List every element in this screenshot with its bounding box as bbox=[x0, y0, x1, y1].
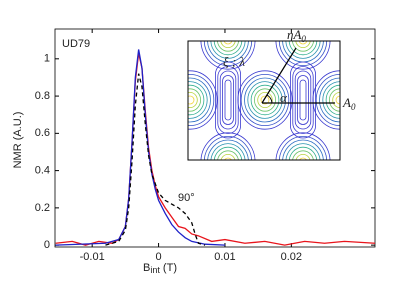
contour bbox=[217, 66, 239, 134]
sample-label: UD79 bbox=[62, 38, 90, 50]
contour bbox=[214, 61, 241, 139]
x-label-base: B bbox=[143, 262, 150, 274]
contour bbox=[299, 79, 307, 121]
contour bbox=[285, 41, 321, 59]
contour bbox=[247, 81, 283, 119]
contour bbox=[275, 132, 331, 160]
contour bbox=[292, 41, 314, 52]
y-tick-label: 0 bbox=[44, 239, 50, 251]
x-axis-label: Bint (T) bbox=[143, 262, 177, 275]
contour bbox=[288, 146, 318, 160]
contour bbox=[250, 84, 280, 116]
contours bbox=[188, 41, 340, 160]
contour bbox=[292, 66, 314, 134]
contour bbox=[188, 74, 215, 126]
contour bbox=[285, 143, 321, 160]
contour bbox=[210, 143, 246, 160]
contour bbox=[220, 154, 236, 160]
contour bbox=[244, 77, 286, 123]
contour bbox=[299, 157, 307, 160]
contour bbox=[288, 41, 318, 56]
contour bbox=[219, 70, 237, 130]
contour bbox=[282, 139, 324, 160]
contour bbox=[188, 77, 211, 123]
contour bbox=[319, 77, 340, 123]
contour bbox=[188, 95, 195, 105]
x-tick-label: 0.02 bbox=[281, 251, 302, 263]
contour bbox=[224, 157, 232, 160]
contour bbox=[292, 150, 314, 160]
plot-area: 0 0.2 0.4 0.6 0.8 1 -0.01 0 0.01 0.02 bbox=[35, 28, 376, 263]
a0-sub: 0 bbox=[351, 102, 356, 112]
a0-base: A bbox=[342, 95, 351, 110]
eta-label: ηA0 bbox=[287, 27, 306, 44]
contour bbox=[220, 41, 236, 48]
contour bbox=[188, 88, 201, 112]
contour bbox=[188, 92, 198, 108]
contour bbox=[240, 74, 290, 127]
contour bbox=[203, 41, 253, 66]
contour bbox=[257, 92, 273, 109]
inset-frame bbox=[187, 40, 341, 161]
eta-arrow bbox=[261, 47, 297, 104]
contour bbox=[289, 61, 316, 139]
contour bbox=[335, 95, 340, 105]
y-tick-label: 0.6 bbox=[35, 127, 50, 139]
contour bbox=[213, 41, 243, 56]
contour bbox=[223, 41, 233, 45]
inset-corner-label: ξ ; λ bbox=[223, 54, 245, 69]
plot-frame bbox=[54, 28, 376, 248]
contour bbox=[217, 150, 239, 160]
x-label-sub: int bbox=[150, 265, 160, 275]
contour bbox=[213, 146, 243, 160]
angle-label: 90° bbox=[178, 192, 195, 204]
contour bbox=[298, 41, 308, 45]
eta-sub: 0 bbox=[301, 34, 306, 44]
contour bbox=[315, 74, 340, 126]
contour bbox=[203, 136, 253, 160]
contour bbox=[210, 41, 246, 59]
contour bbox=[188, 70, 218, 130]
contour bbox=[224, 79, 232, 121]
contour bbox=[294, 70, 312, 130]
contour bbox=[278, 136, 328, 160]
inset: ξ ; λ ηA0 α A0 bbox=[187, 27, 356, 161]
contour bbox=[188, 84, 205, 116]
x-tick-label: 0 bbox=[156, 251, 162, 263]
x-tick-label: -0.01 bbox=[80, 251, 105, 263]
y-tick-label: 0.4 bbox=[35, 165, 50, 177]
eta-base: ηA bbox=[287, 27, 301, 42]
x-label-unit: (T) bbox=[160, 262, 177, 274]
contour bbox=[217, 41, 239, 52]
contour bbox=[200, 41, 256, 70]
contour bbox=[295, 154, 311, 160]
contour bbox=[295, 41, 311, 48]
contour bbox=[297, 75, 309, 125]
series-line bbox=[105, 73, 206, 246]
contour bbox=[188, 81, 208, 119]
y-axis-label: NMR (A.U.) bbox=[12, 112, 24, 169]
contour bbox=[325, 84, 340, 116]
contour bbox=[200, 132, 256, 160]
contour bbox=[260, 95, 270, 105]
contour bbox=[207, 139, 249, 160]
alpha-arc bbox=[266, 94, 273, 104]
contour bbox=[253, 88, 276, 112]
contour bbox=[275, 41, 331, 70]
contour bbox=[332, 92, 340, 108]
contour bbox=[222, 75, 234, 125]
y-tick-label: 0.2 bbox=[35, 202, 50, 214]
x-tick-label: 0.01 bbox=[214, 251, 235, 263]
a0-label: A0 bbox=[342, 95, 356, 112]
y-tick-label: 1 bbox=[44, 53, 50, 65]
alpha-label: α bbox=[280, 90, 288, 105]
y-tick-label: 0.8 bbox=[35, 90, 50, 102]
contour bbox=[278, 41, 328, 66]
